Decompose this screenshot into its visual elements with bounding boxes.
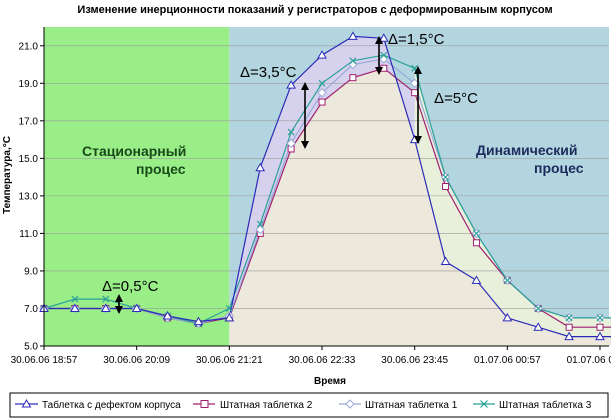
data-point-3 [287, 128, 295, 136]
x-tick-label: 30.06.06 22:33 [289, 355, 356, 366]
data-point-0 [255, 162, 266, 172]
legend-marker-diamond [345, 399, 355, 409]
data-point-3 [71, 295, 79, 303]
x-tick-labels: 30.06.06 18:57 30.06.06 20:09 30.06.06 21:… [11, 355, 611, 366]
data-point-3 [534, 305, 542, 312]
data-point-0 [131, 303, 142, 312]
legend-label-3: Штатная таблетка 3 [499, 399, 592, 411]
y-axis-label: Температура,°С [2, 136, 13, 214]
data-point-0 [348, 31, 358, 40]
y-tick-label: 19.0 [19, 79, 39, 90]
y-tick-label: 17.0 [19, 116, 39, 127]
y-tick-labels: 5.0 7.0 9.0 11.0 13.0 15.0 17.0 19.0 21.0 [19, 41, 39, 352]
data-point-0 [224, 312, 235, 322]
data-point-3 [565, 314, 573, 322]
axes [43, 27, 609, 347]
x-tick-label: 30.06.06 20:09 [103, 355, 170, 366]
data-point-0 [317, 50, 327, 59]
data-point-0 [533, 322, 544, 331]
y-tick-label: 7.0 [24, 304, 38, 315]
legend: Таблетка с дефектом корпуса Штатная табл… [9, 392, 609, 418]
data-point-0 [595, 331, 605, 341]
legend-label-2: Штатная таблетка 1 [365, 399, 458, 411]
y-tick-label: 21.0 [19, 41, 39, 52]
data-point-3 [256, 220, 264, 228]
legend-item-0: Таблетка с дефектом корпуса [15, 398, 181, 411]
area-fall-difference [414, 68, 611, 337]
x-axis-label: Время [314, 376, 346, 387]
data-point-1 [411, 89, 419, 97]
data-point-0 [502, 312, 513, 322]
static-region-label-2: процес [136, 161, 186, 177]
data-point-3 [318, 79, 326, 87]
data-point-0 [440, 256, 451, 266]
legend-label-0: Таблетка с дефектом корпуса [42, 399, 181, 411]
data-point-1 [596, 323, 604, 331]
legend-marker-x [480, 400, 488, 408]
area-under-curves [229, 68, 611, 346]
delta-label-1-5: Δ=1,5°С [388, 31, 445, 48]
x-tick-label: 30.06.06 18:57 [11, 355, 78, 366]
data-point-1 [565, 323, 573, 331]
data-point-3 [349, 57, 357, 65]
legend-item-2: Штатная таблетка 1 [339, 399, 458, 411]
static-region-label: Стационарный [82, 143, 186, 159]
legend-label-1: Штатная таблетка 2 [220, 399, 313, 411]
data-point-0 [70, 303, 80, 312]
legend-item-3: Штатная таблетка 3 [473, 399, 592, 411]
data-point-3 [473, 229, 480, 237]
legend-item-1: Штатная таблетка 2 [193, 399, 313, 411]
y-tick-label: 9.0 [24, 266, 38, 277]
series-markers [39, 31, 605, 341]
static-region [44, 27, 230, 346]
dynamic-region-label: Динамический [476, 142, 578, 158]
delta-label-5: Δ=5°С [434, 90, 478, 107]
data-point-0 [100, 303, 111, 312]
data-point-3 [102, 295, 110, 303]
y-tick-label: 11.0 [19, 229, 38, 240]
dynamic-region-label-2: процес [534, 160, 584, 176]
y-tick-label: 15.0 [19, 154, 39, 165]
legend-box [9, 392, 609, 418]
series-line-0 [44, 35, 611, 338]
data-point-0 [162, 310, 173, 320]
y-tick-label: 5.0 [24, 342, 38, 353]
y-tick-label: 13.0 [19, 191, 39, 202]
data-point-0 [193, 316, 204, 326]
data-point-1 [472, 239, 480, 247]
series-lines [43, 35, 611, 338]
data-point-2 [255, 224, 265, 235]
legend-marker-triangle [21, 398, 32, 408]
data-point-2 [317, 87, 327, 98]
data-point-2 [286, 138, 296, 149]
data-point-0 [471, 275, 482, 284]
data-point-0 [564, 331, 574, 341]
x-tick-label: 01.07.06 00:57 [474, 355, 541, 366]
x-tick-label: 01.07.06 02:09 [567, 355, 611, 366]
x-tick-label: 30.06.06 23:45 [381, 355, 448, 366]
delta-label-0-5: Δ=0,5°С [102, 278, 159, 295]
delta-label-3-5: Δ=3,5°С [240, 64, 297, 81]
data-point-1 [442, 183, 450, 190]
x-tick-label: 30.06.06 21:21 [196, 355, 263, 366]
data-point-1 [318, 98, 326, 106]
data-point-3 [596, 314, 604, 322]
data-point-3 [442, 173, 449, 181]
data-point-1 [380, 64, 388, 72]
legend-marker-square [200, 400, 209, 408]
chart-title: Изменение инерционности показаний у реги… [77, 4, 552, 16]
data-point-1 [349, 74, 357, 82]
data-point-0 [286, 80, 296, 89]
data-point-3 [503, 276, 511, 284]
data-point-3 [225, 305, 233, 312]
